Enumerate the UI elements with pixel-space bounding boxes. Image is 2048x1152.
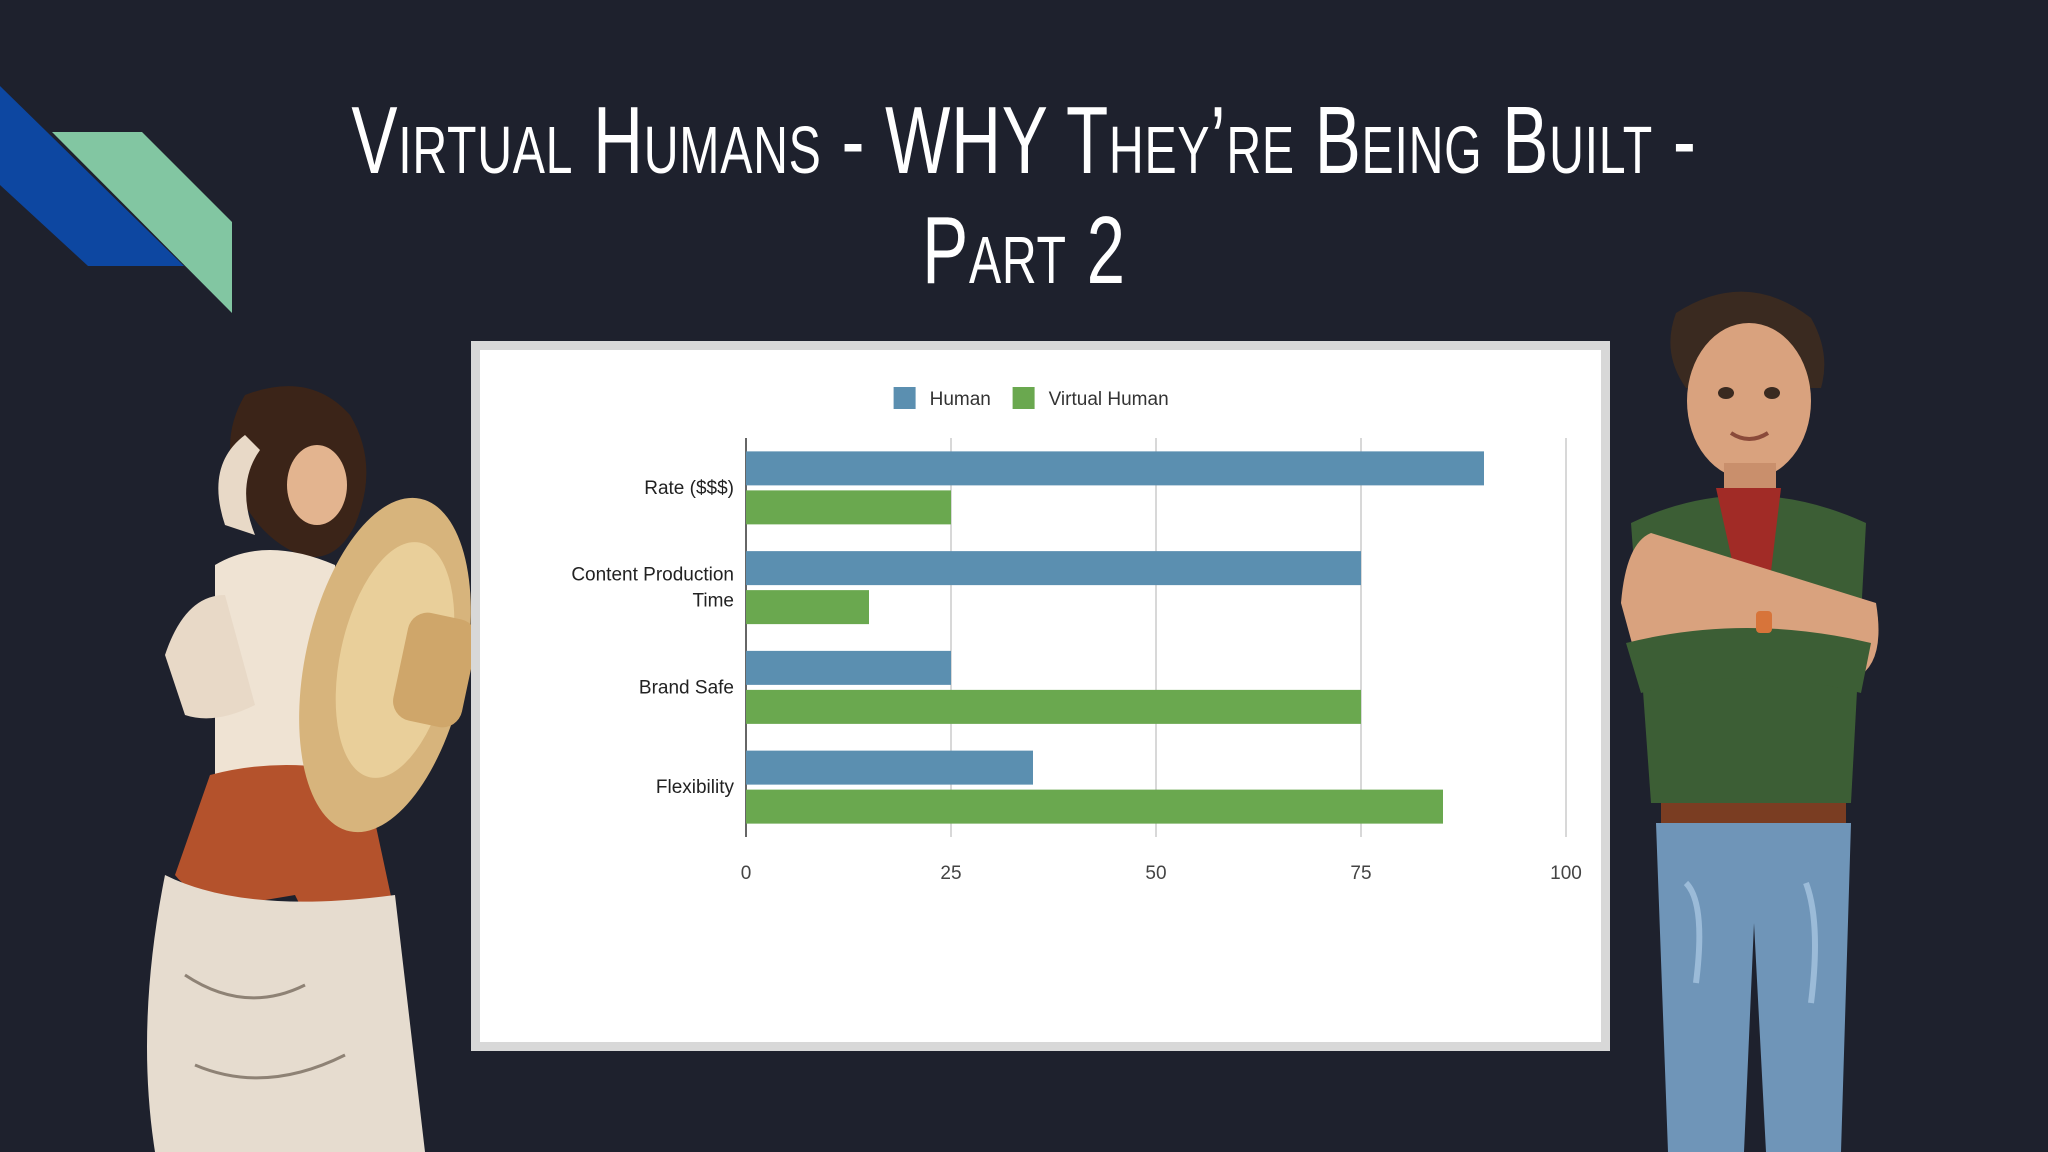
bar	[746, 490, 951, 525]
x-tick-label: 0	[741, 863, 752, 884]
category-label: Flexibility	[656, 777, 735, 798]
bar	[746, 689, 1361, 724]
x-tick-label: 75	[1350, 863, 1371, 884]
category-label: Time	[692, 591, 734, 612]
slide-title: Virtual Humans - WHY They’re Being Built…	[351, 87, 1697, 304]
legend-label: Human	[930, 389, 991, 410]
blue-stripe	[0, 86, 184, 266]
bar-chart: Rate ($$$) Content Production Time Brand Sa…	[480, 350, 1601, 1042]
x-tick-label: 50	[1145, 863, 1166, 884]
green-stripe	[52, 132, 232, 313]
bar	[746, 750, 1033, 785]
chart-frame: Rate ($$$) Content Production Time Brand Sa…	[471, 341, 1610, 1051]
woman-with-hat-image	[147, 386, 477, 1152]
category-label: Rate ($$$)	[644, 478, 734, 499]
category-label: Brand Safe	[639, 677, 734, 698]
bar	[746, 789, 1443, 824]
legend-label: Virtual Human	[1049, 389, 1169, 410]
legend-swatch	[893, 387, 916, 409]
legend-swatch	[1012, 387, 1035, 409]
x-tick-label: 100	[1550, 863, 1582, 884]
x-tick-label: 25	[940, 863, 961, 884]
bar	[746, 451, 1484, 486]
chart-svg: Rate ($$$) Content Production Time Brand Sa…	[571, 387, 1582, 884]
corner-decoration	[0, 86, 232, 313]
bar	[746, 650, 951, 685]
bar	[746, 551, 1361, 586]
category-label: Content Production	[571, 565, 734, 586]
virtual-human-avatar-image	[1621, 291, 1879, 1152]
bar	[746, 590, 869, 625]
